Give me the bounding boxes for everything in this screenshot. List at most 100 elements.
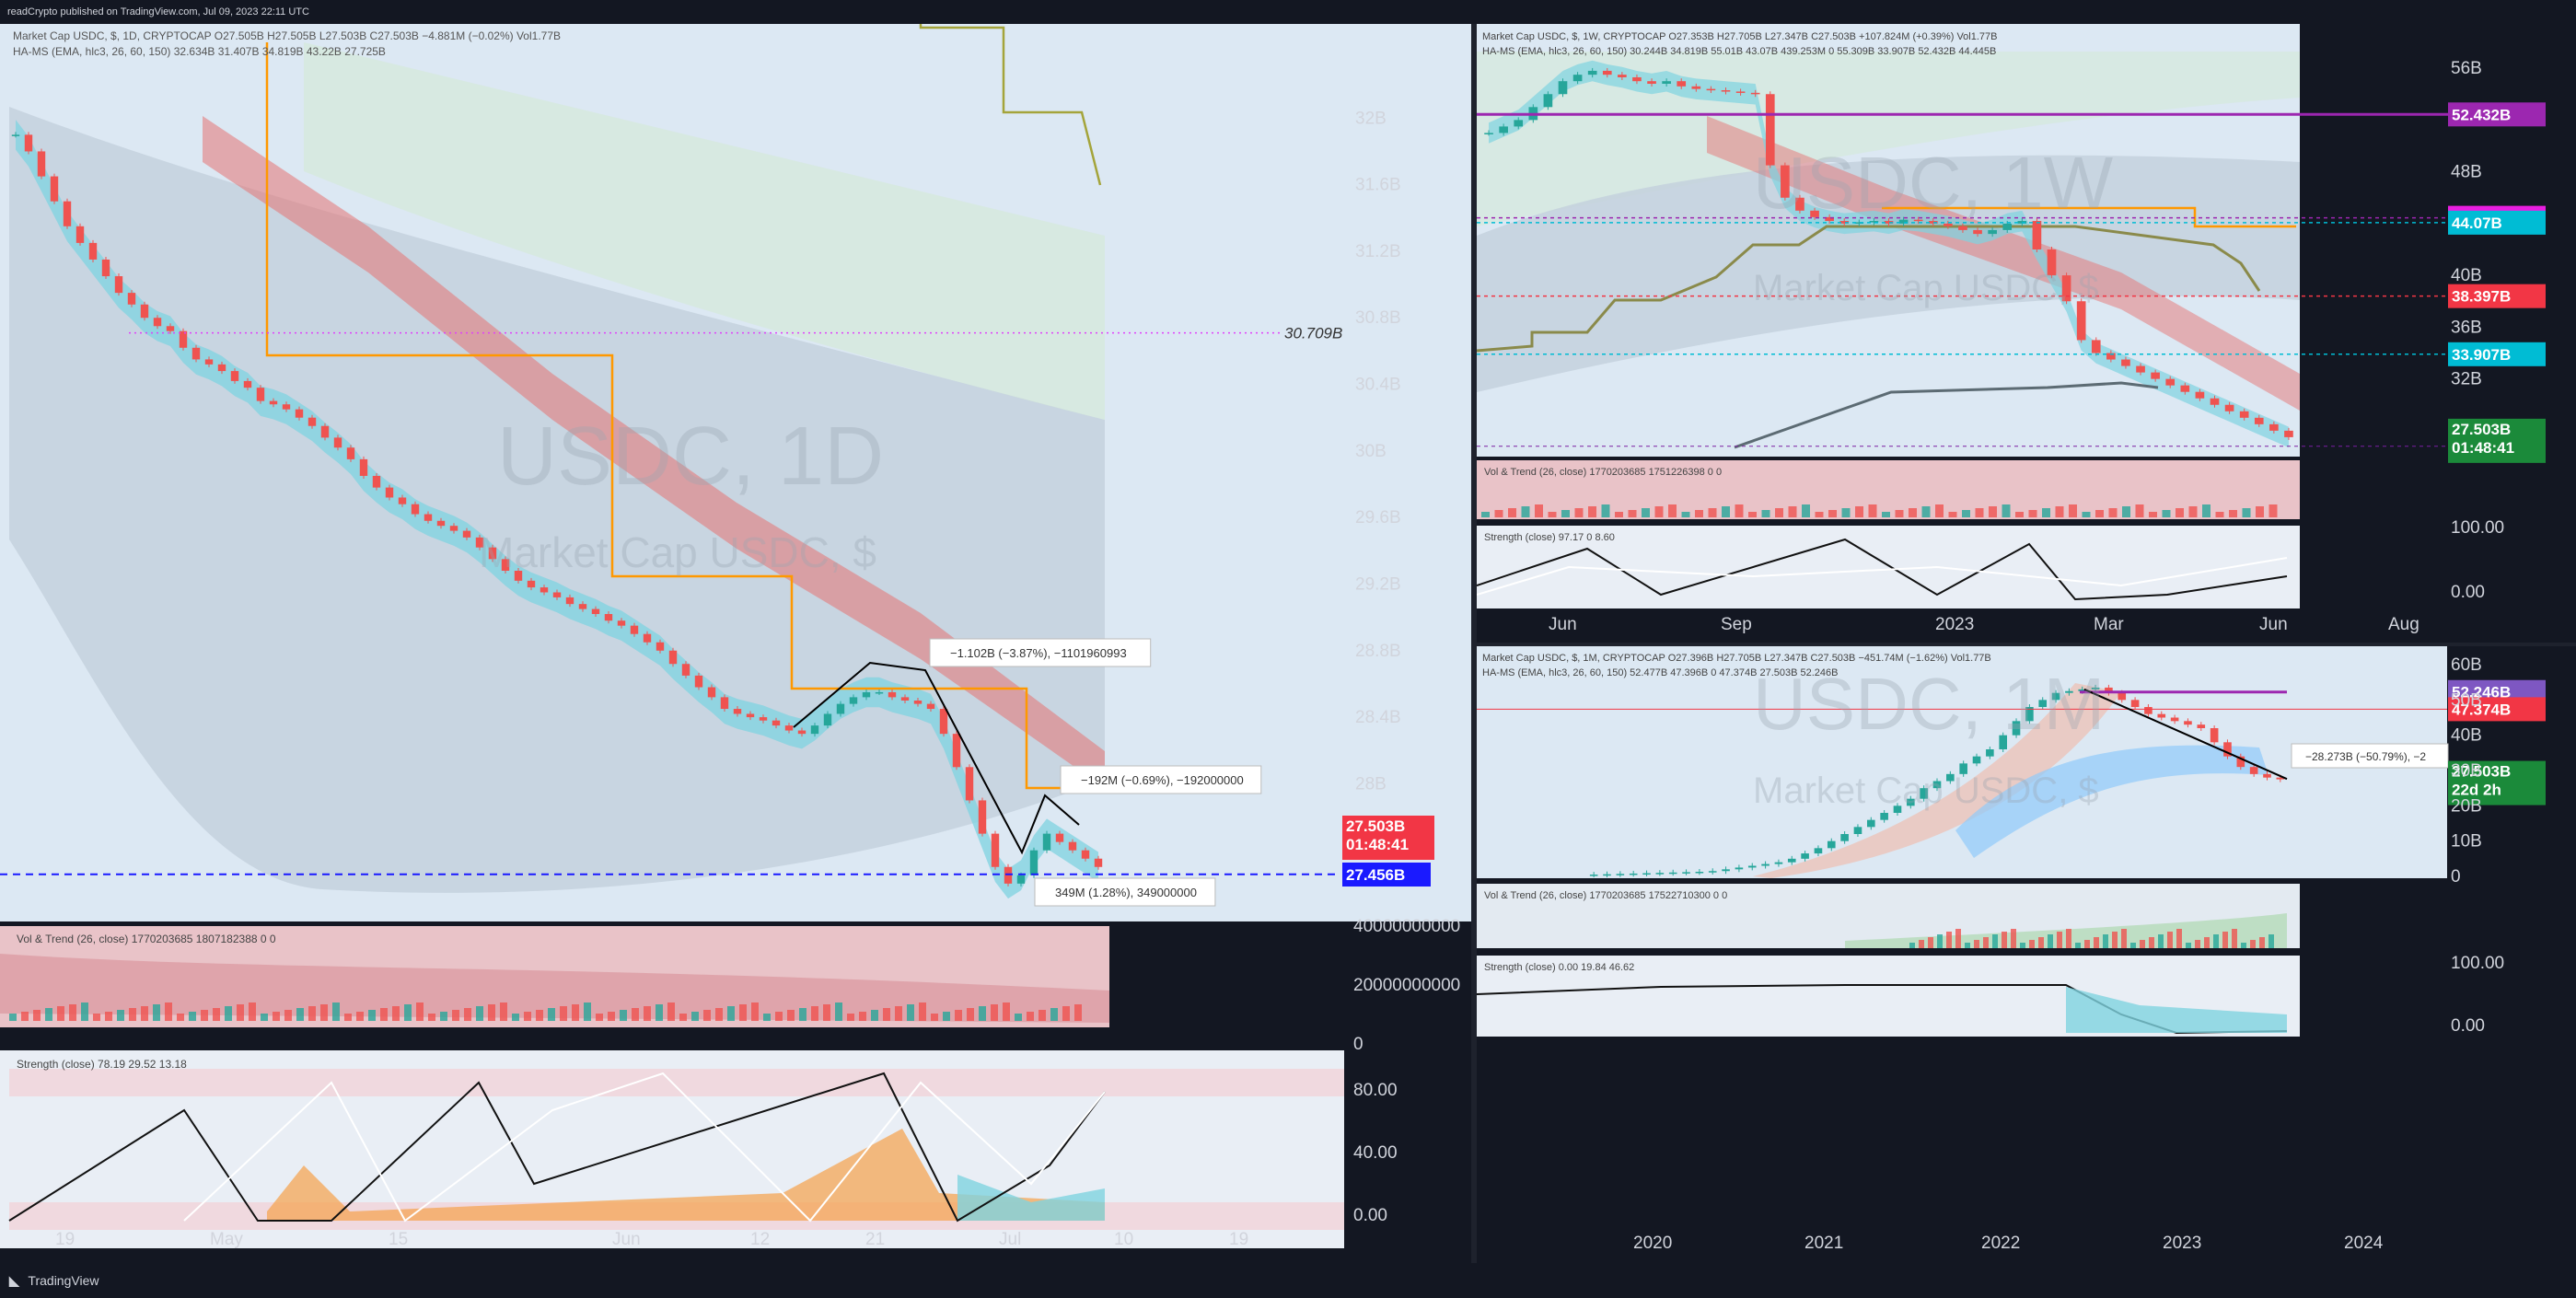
vol-bar (907, 1004, 914, 1021)
daily-candle (75, 226, 85, 243)
weekly-candle (2136, 365, 2145, 373)
vol-bar (536, 1010, 543, 1021)
daily-chart-panel[interactable]: 32B 31.6B 31.2B 30.8B 30.4B 30B 29.6B 29.2B 28.8… (0, 24, 1471, 1263)
vol-bar (332, 1002, 340, 1021)
price-label-bg (2448, 760, 2546, 805)
vol-bar (1788, 506, 1797, 517)
monthly-candle (2025, 707, 2034, 722)
vol-axis-label: 0 (1353, 1035, 1363, 1054)
level-label-52: 52.246B (2452, 684, 2511, 701)
monthly-candle (2130, 700, 2140, 707)
daily-candle (24, 134, 33, 152)
monthly-candle (2170, 717, 2179, 722)
strength-cyan-area (957, 1175, 1105, 1221)
measure-label-1-bg (929, 638, 1152, 667)
vol-bar (2112, 932, 2118, 948)
vol-bar (2241, 943, 2246, 948)
cyan-ema-band (1489, 60, 2289, 448)
price-label: 27.503B (1346, 817, 1405, 835)
vol-bar (1003, 1002, 1010, 1021)
blue-level-label: 27.456B (1346, 866, 1405, 884)
daily-candle (114, 276, 123, 294)
vol-bar (2242, 508, 2251, 517)
vol-bar (644, 1006, 651, 1021)
legend-line-1: Market Cap USDC, $, 1M, CRYPTOCAP O27.39… (1482, 653, 1991, 664)
price-label-bg (2448, 418, 2546, 463)
y-tick-label: 32B (2451, 370, 2482, 389)
vol-bar (679, 1014, 687, 1021)
vol-bar (1909, 943, 1915, 948)
level-label-47-bg (2448, 697, 2546, 722)
vol-bar (2222, 932, 2228, 948)
daily-candle (746, 713, 755, 718)
daily-candle (127, 293, 136, 305)
monthly-candle (1682, 872, 1690, 874)
weekly-candle (1618, 75, 1627, 77)
vol-bar (1561, 510, 1570, 517)
vol-bar (572, 1004, 579, 1021)
monthly-candle (1959, 763, 1967, 774)
level-label-l44b-bg (2448, 210, 2546, 235)
vol-bar (488, 1004, 495, 1021)
measure-label-3: 349M (1.28%), 349000000 (1055, 886, 1197, 899)
daily-candle (50, 176, 59, 202)
daily-candle (1068, 841, 1077, 851)
monthly-candle (1893, 805, 1902, 813)
measure-label-1: −1.102B (−3.87%), −1101960993 (950, 646, 1127, 660)
vol-bar (799, 1008, 806, 1021)
vol-bar (356, 1012, 364, 1021)
y-tick-label: 28.8B (1355, 642, 1401, 661)
price-label: 27.503B (2452, 763, 2511, 781)
daily-candle (733, 709, 742, 714)
vol-bar (1962, 510, 1970, 517)
daily-candle (926, 703, 935, 710)
vol-bar (57, 1006, 64, 1021)
footer-bar: ◣ TradingView (0, 1263, 2576, 1298)
vol-bar (2158, 934, 2164, 948)
watermark-small: Market Cap USDC, $ (1753, 771, 2099, 811)
vol-bar (464, 1008, 471, 1021)
vol-bar (2084, 940, 2090, 948)
strength-cyan-area (2066, 987, 2287, 1033)
monthly-candle (2236, 756, 2245, 768)
vol-bar (2108, 508, 2118, 517)
x-tick-label: 21 (865, 1230, 885, 1249)
daily-candle (488, 547, 497, 560)
daily-candle (230, 371, 239, 381)
vol-bar (919, 1002, 926, 1021)
daily-candle (643, 633, 652, 643)
daily-candle (875, 691, 884, 694)
vol-bar (2135, 504, 2144, 517)
x-tick-label: Jun (612, 1230, 641, 1249)
weekly-candle (1602, 70, 1612, 75)
monthly-candle (2249, 767, 2258, 774)
daily-candle (359, 458, 368, 476)
vol-bar (1983, 937, 1989, 948)
vol-bar (751, 1002, 759, 1021)
vol-bar (1642, 508, 1650, 517)
daily-candle (372, 475, 381, 488)
daily-candle (527, 580, 536, 588)
vol-bar (225, 1006, 232, 1021)
y-tick-label: 0 (2451, 867, 2461, 887)
weekly-candle (1869, 221, 1879, 223)
vol-bar (201, 1010, 208, 1021)
monthly-candle (1603, 874, 1611, 876)
daily-candle (475, 537, 484, 548)
weekly-candle (1499, 126, 1508, 133)
x-tick-label: Sep (1721, 615, 1752, 634)
x-tick-label: Mar (2094, 615, 2124, 634)
tradingview-logo-icon[interactable]: ◣ (9, 1273, 19, 1288)
vol-bar (2204, 937, 2210, 948)
vol-bar (1909, 508, 1917, 517)
vol-bar (1508, 508, 1516, 517)
weekly-candle (2151, 372, 2160, 379)
vol-bar (2069, 504, 2077, 517)
weekly-candle (1514, 120, 1524, 127)
weekly-candle (2121, 359, 2130, 366)
vol-legend: Vol & Trend (26, close) 1770203685 17522… (1484, 890, 1727, 901)
tradingview-brand[interactable]: TradingView (28, 1273, 99, 1288)
weekly-chart-panel[interactable]: 52.432B44.445B44.07B38.397B33.907B27.503… (1477, 24, 2576, 643)
vol-bar (9, 1014, 17, 1021)
